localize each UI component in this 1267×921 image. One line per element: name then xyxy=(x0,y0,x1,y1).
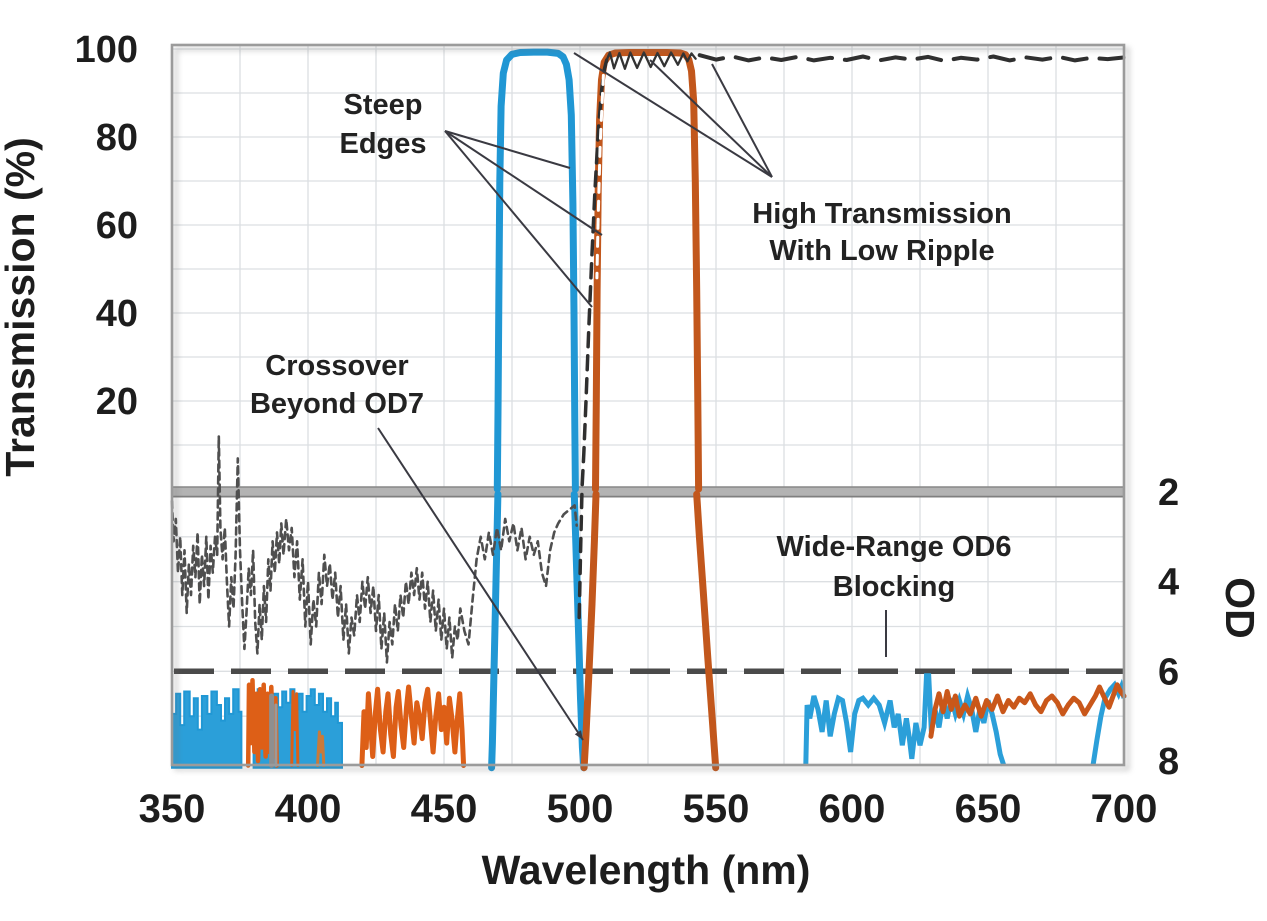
transmission-tick-label: 100 xyxy=(75,29,138,71)
blue-blocking-noisy-right xyxy=(803,673,1007,767)
x-tick-label: 550 xyxy=(683,787,750,831)
x-axis-title: Wavelength (nm) xyxy=(482,847,811,893)
annotation-label-high-transmission: High Transmission With Low Ripple xyxy=(752,198,1011,267)
plot-border xyxy=(170,43,1126,767)
annotation-steep-edges: Steep Edges xyxy=(339,89,603,308)
orange-filter-passband xyxy=(592,49,703,493)
annotation-pointer-line xyxy=(573,52,773,178)
transmission-tick-label: 80 xyxy=(96,117,138,159)
annotation-label-steep-edges: Steep Edges xyxy=(339,89,426,160)
annotation-pointer-line xyxy=(711,63,773,178)
blue-filter-left-edge-od xyxy=(488,490,502,772)
annotation-pointer-line xyxy=(649,59,773,178)
white-dash-overlay-orange-edge xyxy=(595,73,605,280)
od-tick-label: 6 xyxy=(1158,651,1179,693)
od-tick-label: 4 xyxy=(1158,562,1179,604)
annotation-label-crossover: Crossover Beyond OD7 xyxy=(250,350,424,420)
x-tick-label: 450 xyxy=(411,787,478,831)
grid-layer xyxy=(171,45,1125,765)
plot-frame-layer xyxy=(170,43,1126,767)
blue-blocking-block-left xyxy=(171,688,243,769)
annotation-wide-range-blocking: Wide-Range OD6 Blocking xyxy=(777,531,1012,657)
od2-level-bar xyxy=(172,487,1124,497)
annotation-crossover: Crossover Beyond OD7 xyxy=(250,350,584,741)
od-tick-label: 2 xyxy=(1158,472,1179,514)
dashed-spectrum-flat-top xyxy=(697,53,1126,63)
annotation-layer: Steep Edges High Transmission With Low Ripp… xyxy=(250,52,1012,741)
y-axis-title-right: OD xyxy=(1217,577,1263,639)
y-axis-title-left: Transmission (%) xyxy=(0,137,43,476)
transmission-tick-label: 20 xyxy=(96,381,138,423)
x-tick-label: 500 xyxy=(547,787,614,831)
orange-spike-low xyxy=(316,730,326,767)
dashed-spectrum-rise-od xyxy=(577,492,584,620)
orange-blocking-noisy-right xyxy=(928,682,1127,739)
dashed-spectrum-ripple-top xyxy=(605,51,697,70)
annotation-label-wide-range-blocking: Wide-Range OD6 Blocking xyxy=(777,531,1012,603)
blue-filter-passband xyxy=(493,48,579,493)
orange-blocking-noisy-mid xyxy=(359,684,467,768)
blue-filter-right-edge-od xyxy=(570,490,588,772)
annotation-pointer-line xyxy=(444,130,593,308)
annotation-pointer-line xyxy=(444,130,571,169)
od-tick-label: 8 xyxy=(1158,741,1179,783)
x-tick-label: 650 xyxy=(955,787,1022,831)
annotation-high-transmission: High Transmission With Low Ripple xyxy=(573,52,1012,267)
series-layer xyxy=(170,48,1127,772)
noisy-blocked-spectrum-od xyxy=(170,434,578,664)
orange-spike-mid-block xyxy=(290,690,300,767)
tick-label-layer: 350 400 450 500 550 600 650 700 100 80 60 40 20 2 4 6 8 xyxy=(75,29,1180,831)
x-tick-label: 600 xyxy=(819,787,886,831)
transmission-tick-label: 40 xyxy=(96,293,138,335)
annotation-arrowhead xyxy=(574,730,583,740)
reference-lines-layer xyxy=(172,486,1124,675)
x-tick-label: 400 xyxy=(275,787,342,831)
annotation-pointer-line xyxy=(444,130,603,236)
x-tick-label: 350 xyxy=(139,787,206,831)
x-tick-label: 700 xyxy=(1091,787,1158,831)
orange-filter-right-edge-od xyxy=(693,490,720,772)
annotation-pointer-line xyxy=(377,427,584,741)
orange-filter-left-edge-od xyxy=(580,490,600,772)
transmission-tick-label: 60 xyxy=(96,205,138,247)
